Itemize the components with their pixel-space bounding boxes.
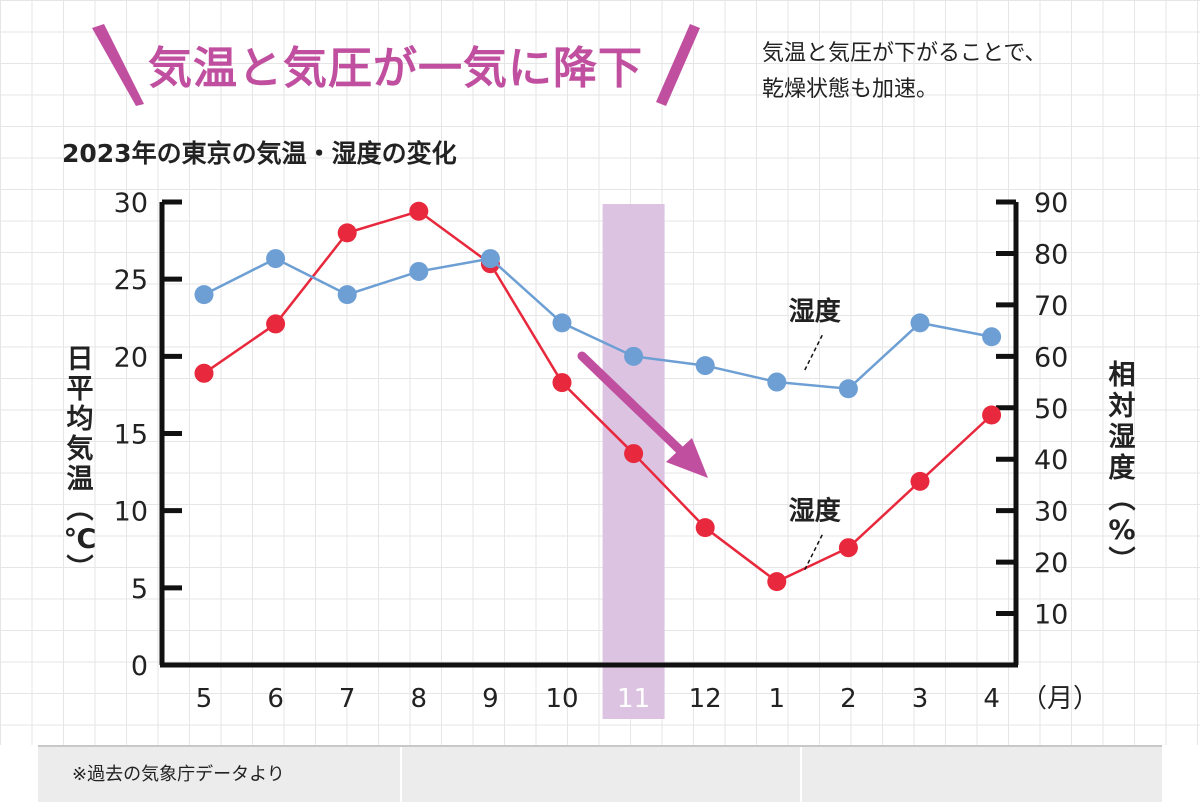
right-tick-label: 10	[1034, 600, 1068, 631]
right-tick-label: 80	[1034, 239, 1068, 270]
humidity-data-point	[552, 313, 572, 333]
y-right-axis-label: 相対湿度︵% ︶	[1108, 360, 1135, 577]
x-tick-label: 1	[769, 684, 786, 714]
humidity-data-point	[194, 285, 214, 305]
right-tick-label: 30	[1034, 497, 1068, 528]
right-tick-label: 50	[1034, 394, 1068, 425]
right-tick-label: 60	[1034, 342, 1068, 373]
footer-cell-3	[802, 747, 1162, 802]
right-tick-label: 70	[1034, 291, 1068, 322]
temperature-data-point	[767, 572, 787, 592]
trend-arrow-shaft	[577, 351, 690, 460]
left-tick-label: 0	[131, 651, 148, 682]
x-tick-label: 3	[912, 684, 929, 714]
humidity-data-point	[480, 249, 500, 269]
x-tick-label: 7	[339, 684, 356, 714]
temperature-data-point	[409, 201, 429, 221]
x-tick-label: 11	[617, 684, 650, 714]
humidity-data-point	[624, 346, 644, 366]
temperature-data-point	[982, 405, 1002, 425]
humidity-data-point	[409, 261, 429, 281]
x-tick-label: 12	[689, 684, 722, 714]
left-tick-label: 30	[114, 188, 148, 219]
subtitle-note: 気温と気圧が下がることで、 乾燥状態も加速。	[762, 36, 1162, 108]
left-tick-label: 10	[114, 497, 148, 528]
footer: ※過去の気象庁データより	[38, 745, 1162, 802]
left-tick-label: 5	[131, 574, 148, 605]
right-tick-label: 40	[1034, 445, 1068, 476]
right-slash-decoration	[656, 24, 700, 106]
temperature-data-point	[624, 444, 644, 464]
humidity-annotation-leader	[804, 333, 824, 371]
x-tick-label: 5	[196, 684, 213, 714]
x-tick-label: 6	[267, 684, 284, 714]
temperature-annotation-label: 湿度	[789, 496, 841, 527]
x-tick-label: 9	[482, 684, 499, 714]
temperature-data-point	[337, 223, 357, 243]
x-tick-label: 2	[840, 684, 857, 714]
chart-title: 2023年の東京の気温・湿度の変化	[62, 139, 457, 168]
humidity-data-point	[695, 356, 715, 376]
trend-arrow-head	[666, 438, 708, 478]
x-tick-label: 4	[983, 684, 1000, 714]
temperature-data-point	[552, 373, 572, 393]
note-line-2: 乾燥状態も加速。	[762, 77, 939, 102]
humidity-data-point	[767, 372, 787, 392]
headline: 気温と気圧が一気に降下	[148, 43, 643, 94]
temperature-data-point	[695, 518, 715, 538]
temperature-data-point	[266, 314, 286, 334]
left-slash-decoration	[92, 24, 144, 106]
humidity-data-point	[838, 379, 858, 399]
humidity-data-point	[982, 327, 1002, 347]
right-tick-label: 90	[1034, 188, 1068, 219]
x-tick-label: 8	[411, 684, 428, 714]
humidity-data-point	[337, 285, 357, 305]
x-tick-label: 10	[545, 684, 578, 714]
y-left-axis-label: 日平均気温︵ ℃ ︶	[64, 344, 97, 585]
temperature-data-point	[194, 363, 214, 383]
humidity-series-line	[203, 257, 992, 391]
temperature-data-point	[910, 471, 930, 491]
left-tick-label: 15	[114, 420, 148, 451]
humidity-data-point	[266, 249, 286, 269]
humidity-annotation-label: 湿度	[789, 296, 841, 327]
right-tick-label: 20	[1034, 548, 1068, 579]
temperature-series-line	[203, 209, 993, 584]
note-line-1: 気温と気圧が下がることで、	[762, 41, 1047, 66]
left-tick-label: 20	[114, 342, 148, 373]
x-axis-unit: （月）	[1021, 684, 1099, 714]
humidity-data-point	[910, 313, 930, 333]
footer-cell-2	[402, 747, 802, 802]
footer-source: ※過去の気象庁データより	[38, 747, 402, 802]
temperature-data-point	[838, 538, 858, 558]
left-tick-label: 25	[114, 265, 148, 296]
